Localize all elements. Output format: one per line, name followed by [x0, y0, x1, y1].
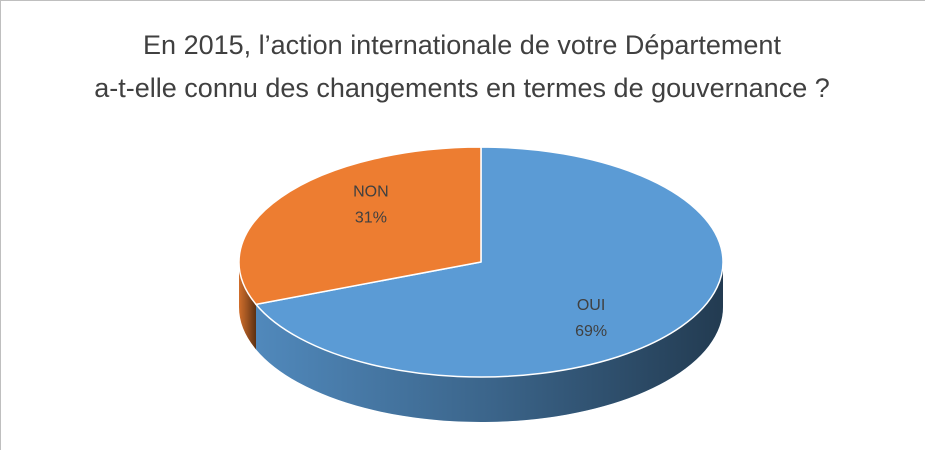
slice-category-label: OUI [577, 297, 605, 314]
slice-value-label: 31% [355, 209, 387, 226]
chart-title: En 2015, l’action internationale de votr… [143, 30, 781, 60]
slice-side-shade [255, 262, 724, 422]
slice-value-label: 69% [575, 323, 607, 340]
slice-category-label: NON [353, 183, 389, 200]
chart-title: a-t-elle connu des changements en termes… [94, 73, 829, 103]
slice [255, 146, 724, 378]
pie: OUI 69% NON 31% [238, 146, 724, 422]
slice [238, 146, 482, 306]
